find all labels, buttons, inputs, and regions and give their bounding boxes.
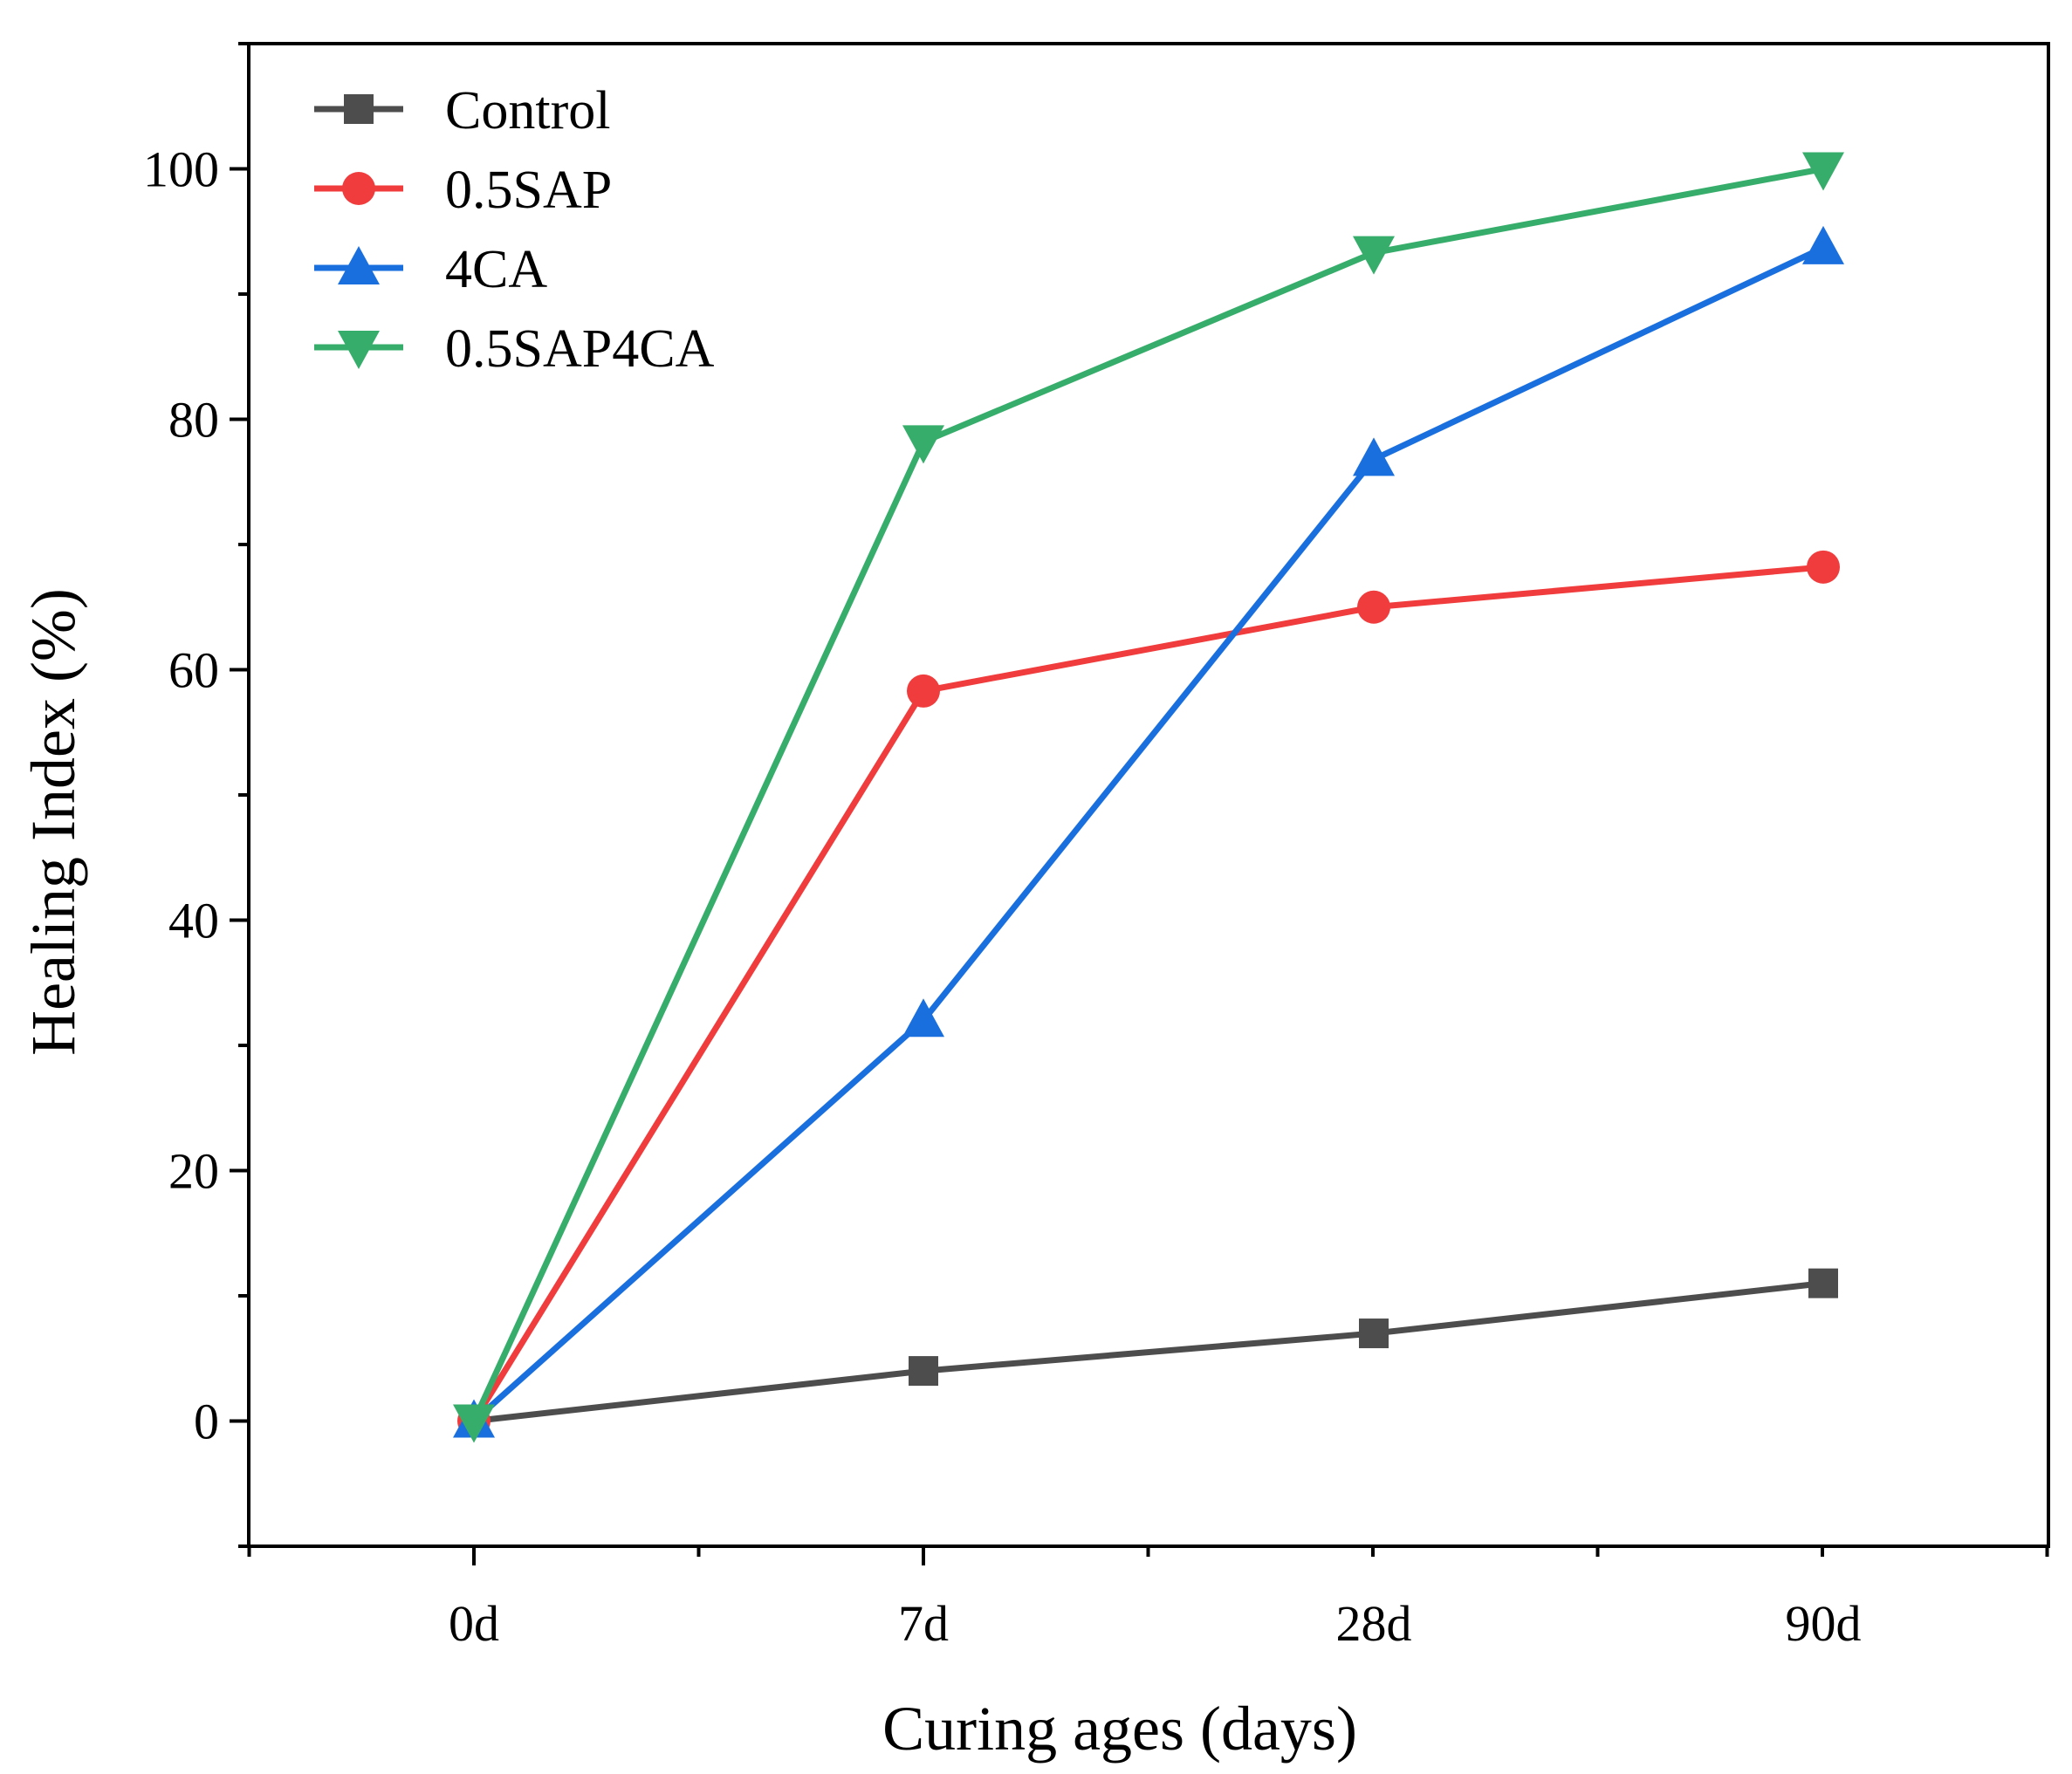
data-point-0-5sap4ca [1353, 236, 1395, 275]
data-point-4ca [1802, 225, 1844, 264]
legend-label-4ca: 4CA [445, 240, 547, 299]
data-point-4ca [1353, 437, 1395, 476]
legend-label-0-5sap: 0.5SAP [445, 161, 612, 220]
y-tick-label: 0 [194, 1394, 219, 1450]
series-line-0-5sap4ca [470, 166, 1824, 1422]
y-axis-title: Healing Index (%) [18, 588, 88, 1056]
y-tick-label: 80 [168, 392, 219, 449]
legend-label-0-5sap4ca: 0.5SAP4CA [445, 319, 715, 379]
data-point-0-5sap [907, 674, 940, 708]
series-line-4ca [471, 244, 1825, 1424]
data-point-control [909, 1356, 938, 1387]
legend-marker-0-5sap4ca [338, 331, 380, 369]
y-tick-label: 20 [168, 1143, 219, 1200]
data-point-control [1359, 1319, 1389, 1349]
legend-label-control: Control [445, 81, 610, 140]
x-axis-title: Curing ages (days) [882, 1694, 1357, 1764]
y-tick-label: 40 [168, 893, 219, 949]
legend-marker-control [344, 94, 374, 124]
x-tick-label: 7d [898, 1595, 949, 1652]
data-point-4ca [902, 998, 944, 1038]
data-point-0-5sap4ca [1802, 152, 1844, 191]
series-line-0-5sap [471, 564, 1824, 1423]
legend-marker-0-5sap [342, 172, 375, 205]
y-tick-label: 60 [168, 642, 219, 699]
y-tick-label: 100 [143, 141, 219, 198]
x-tick-label: 90d [1786, 1595, 1862, 1652]
data-point-0-5sap4ca [453, 1404, 495, 1443]
data-point-0-5sap4ca [902, 425, 944, 464]
axes: 0 20 40 60 80 100 0d 7d 28d 90d [143, 42, 2050, 1652]
plot-area [453, 152, 1844, 1443]
data-point-0-5sap [1357, 590, 1390, 624]
legend-marker-4ca [338, 246, 380, 284]
x-tick-label: 28d [1336, 1595, 1412, 1652]
series-line-control [473, 1280, 1824, 1424]
data-point-0-5sap [1807, 550, 1840, 584]
data-point-control [1808, 1268, 1838, 1298]
x-tick-label: 0d [449, 1595, 499, 1652]
